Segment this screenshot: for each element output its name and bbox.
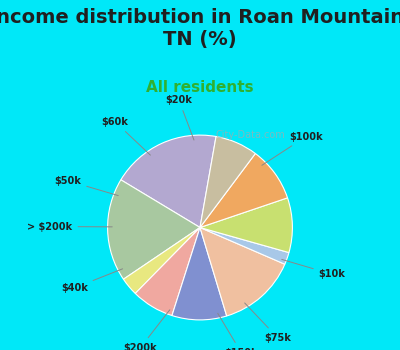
Wedge shape	[200, 228, 285, 316]
Wedge shape	[135, 228, 200, 316]
Text: $100k: $100k	[262, 132, 323, 165]
Text: $150k: $150k	[218, 313, 258, 350]
Wedge shape	[200, 136, 255, 228]
Wedge shape	[200, 228, 289, 264]
Text: $10k: $10k	[282, 259, 346, 279]
Wedge shape	[124, 228, 200, 293]
Text: All residents: All residents	[146, 80, 254, 95]
Text: $50k: $50k	[54, 176, 118, 196]
Wedge shape	[108, 180, 200, 279]
Text: $20k: $20k	[166, 95, 194, 140]
Text: $40k: $40k	[61, 269, 122, 293]
Wedge shape	[172, 228, 227, 320]
Wedge shape	[200, 198, 292, 253]
Wedge shape	[200, 154, 288, 228]
Text: $200k: $200k	[124, 310, 170, 350]
Text: $60k: $60k	[102, 117, 150, 155]
Text: > $200k: > $200k	[27, 222, 112, 232]
Text: $75k: $75k	[245, 303, 291, 343]
Text: Income distribution in Roan Mountain,
TN (%): Income distribution in Roan Mountain, TN…	[0, 7, 400, 49]
Wedge shape	[121, 135, 216, 228]
Text: City-Data.com: City-Data.com	[216, 130, 286, 140]
